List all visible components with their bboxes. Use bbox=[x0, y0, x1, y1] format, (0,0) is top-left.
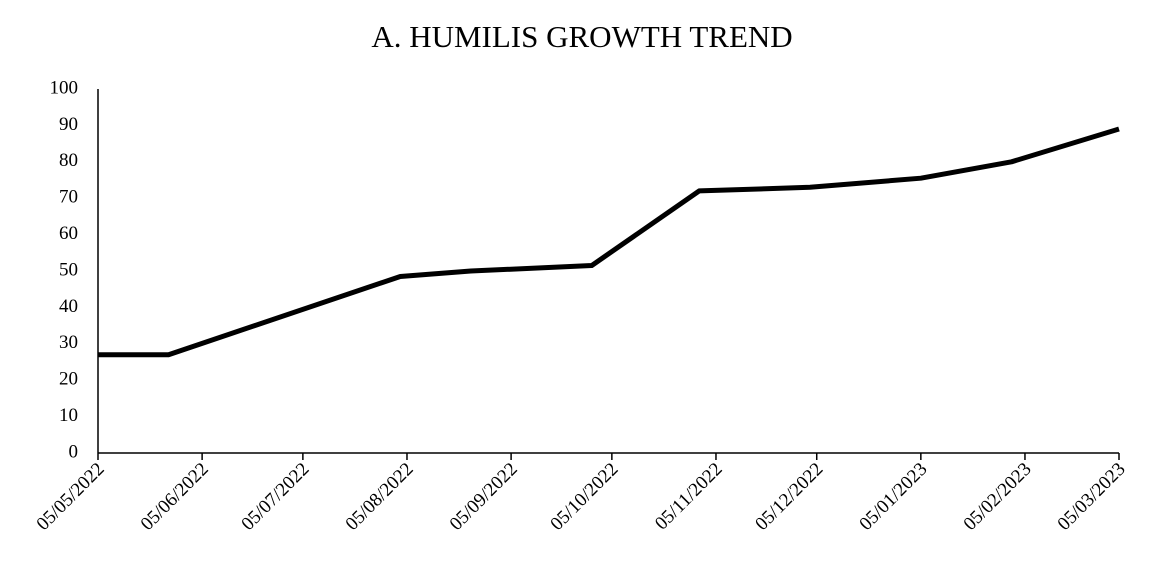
y-tick-label: 80 bbox=[59, 150, 78, 171]
y-tick-label: 90 bbox=[59, 114, 78, 135]
x-tick-label: 05/06/2022 bbox=[137, 459, 213, 535]
y-tick-label: 100 bbox=[50, 77, 79, 98]
x-tick-label: 05/01/2023 bbox=[855, 459, 931, 535]
chart-title: A. HUMILIS GROWTH TREND bbox=[371, 19, 792, 54]
x-tick-label: 05/10/2022 bbox=[546, 459, 622, 535]
x-tick-label: 05/03/2023 bbox=[1054, 459, 1130, 535]
x-tick-label: 05/11/2022 bbox=[651, 459, 727, 535]
x-tick-label: 05/05/2022 bbox=[33, 459, 109, 535]
y-tick-label: 60 bbox=[59, 223, 78, 244]
x-tick-label: 05/07/2022 bbox=[237, 459, 313, 535]
x-tick-label: 05/02/2023 bbox=[960, 459, 1036, 535]
y-tick-label: 30 bbox=[59, 332, 78, 353]
x-tick-label: 05/09/2022 bbox=[446, 459, 522, 535]
y-tick-label: 0 bbox=[69, 441, 79, 462]
x-tick-label: 05/08/2022 bbox=[342, 459, 418, 535]
y-tick-label: 70 bbox=[59, 187, 78, 208]
y-tick-label: 40 bbox=[59, 296, 78, 317]
y-tick-label: 50 bbox=[59, 259, 78, 280]
y-tick-label: 20 bbox=[59, 369, 78, 390]
x-tick-label: 05/12/2022 bbox=[751, 459, 827, 535]
data-line bbox=[98, 126, 1120, 358]
y-tick-label: 10 bbox=[59, 405, 78, 426]
